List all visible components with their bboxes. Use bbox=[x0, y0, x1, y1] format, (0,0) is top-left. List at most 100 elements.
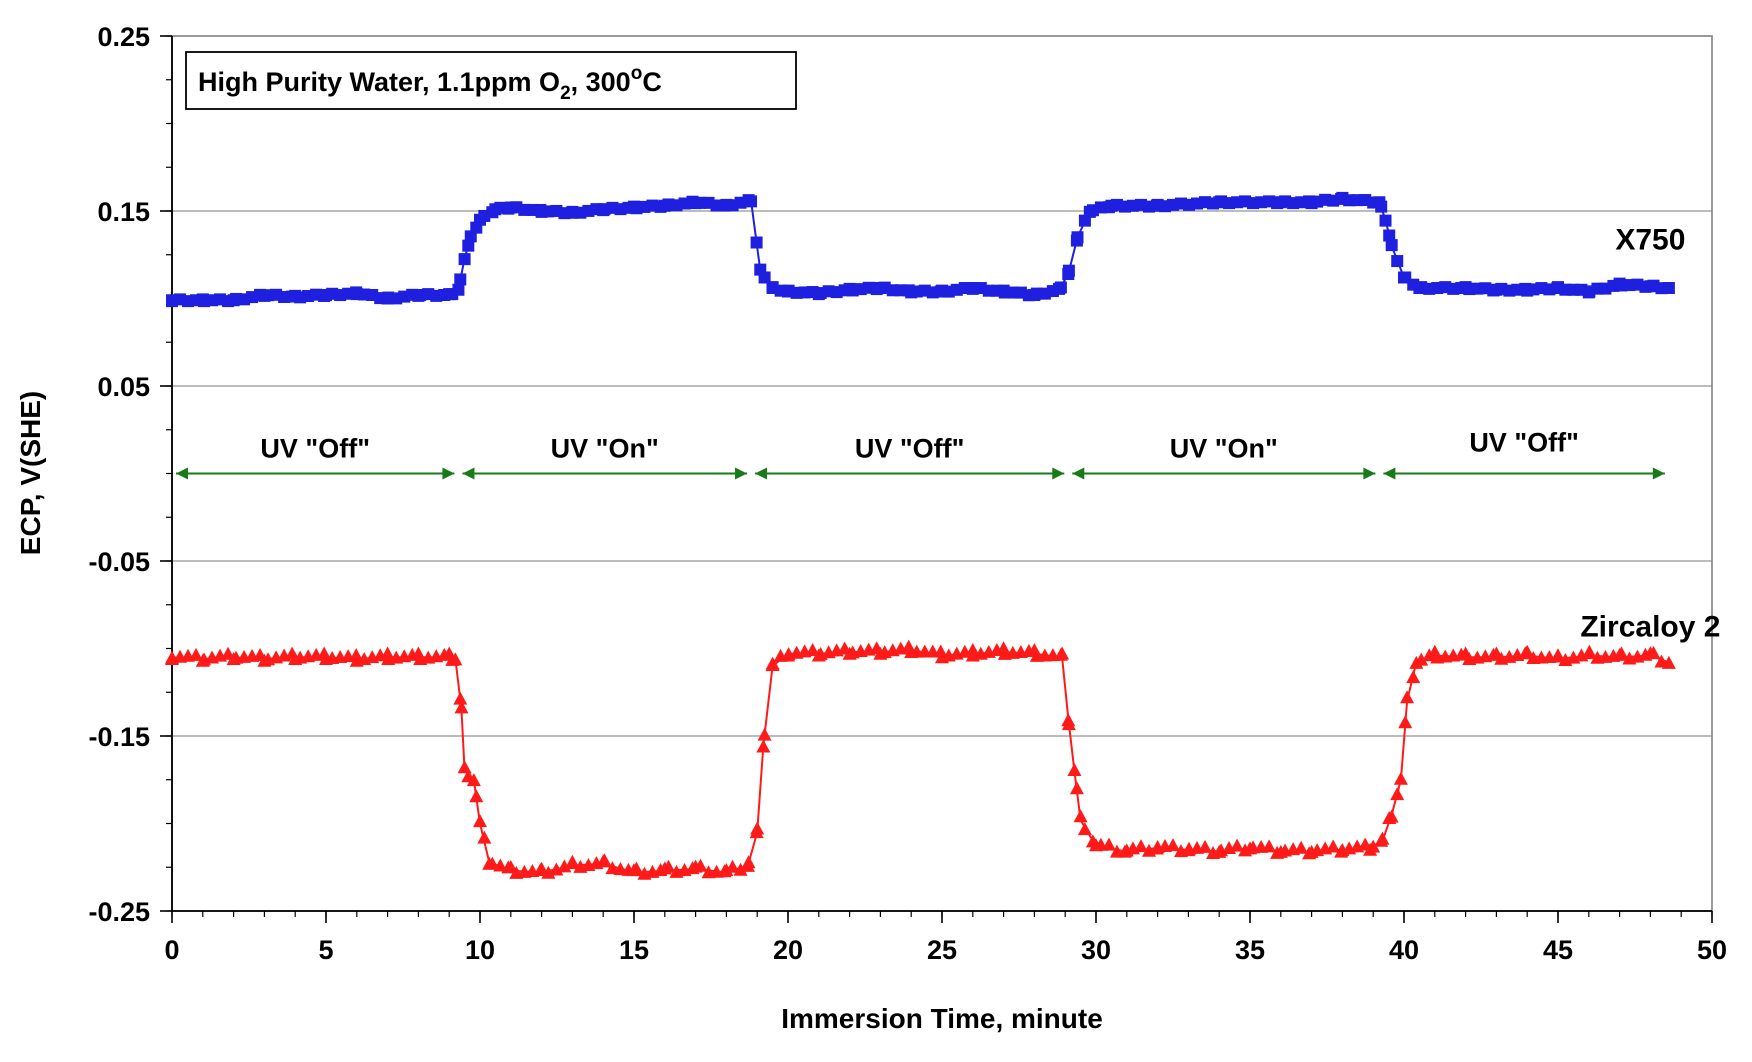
y-axis-title: ECP, V(SHE) bbox=[15, 391, 46, 555]
data-point bbox=[1326, 839, 1341, 853]
data-point bbox=[1379, 214, 1392, 227]
arrowhead-right-icon bbox=[1652, 467, 1665, 480]
data-point bbox=[661, 859, 676, 873]
data-point bbox=[565, 854, 580, 868]
data-point bbox=[996, 641, 1011, 655]
data-point bbox=[750, 821, 765, 835]
arrowhead-right-icon bbox=[1363, 467, 1376, 480]
data-point bbox=[1662, 282, 1675, 294]
data-point bbox=[1614, 646, 1629, 660]
data-point bbox=[933, 644, 948, 658]
uv-phase-3: UV "Off" bbox=[755, 434, 1065, 480]
legend-box-subscript: 2 bbox=[560, 83, 571, 104]
data-point bbox=[454, 700, 469, 714]
data-point bbox=[1073, 809, 1088, 823]
x-tick-label: 15 bbox=[619, 935, 649, 965]
data-point bbox=[1366, 839, 1381, 853]
data-point bbox=[462, 239, 475, 252]
data-point bbox=[485, 856, 500, 870]
series-zircaloy-2: Zircaloy 2 bbox=[165, 610, 1720, 880]
data-point bbox=[466, 773, 481, 787]
y-tick-label: 0.05 bbox=[97, 372, 150, 402]
x-tick-label: 0 bbox=[164, 935, 179, 965]
y-tick-label: -0.05 bbox=[88, 547, 150, 577]
arrowhead-left-icon bbox=[176, 467, 188, 480]
x-tick-label: 30 bbox=[1081, 935, 1111, 965]
data-point bbox=[756, 739, 771, 753]
data-point bbox=[1166, 838, 1180, 852]
data-point bbox=[1198, 839, 1213, 853]
uv-phase-1: UV "Off" bbox=[176, 434, 455, 480]
arrowhead-right-icon bbox=[1052, 467, 1065, 480]
data-point bbox=[725, 859, 740, 873]
phase-label: UV "On" bbox=[551, 434, 659, 464]
data-point bbox=[1646, 645, 1661, 659]
data-point bbox=[457, 760, 472, 774]
y-tick-label: 0.15 bbox=[97, 197, 150, 227]
uv-phase-5: UV "Off" bbox=[1383, 428, 1665, 480]
x-tick-label: 25 bbox=[927, 935, 957, 965]
series-label: X750 bbox=[1615, 224, 1685, 257]
series-label: Zircaloy 2 bbox=[1580, 610, 1720, 643]
arrowhead-left-icon bbox=[1383, 467, 1396, 480]
uv-phase-annotations: UV "Off" UV "On" UV "Off" UV "On" UV "Off" bbox=[176, 428, 1665, 480]
data-point bbox=[448, 652, 463, 666]
data-point bbox=[1400, 690, 1415, 704]
data-point bbox=[1383, 229, 1396, 242]
data-point bbox=[741, 855, 756, 869]
data-point bbox=[1422, 648, 1437, 662]
data-series: X750 Zircaloy 2 bbox=[165, 191, 1720, 880]
arrowhead-left-icon bbox=[462, 467, 475, 480]
data-point bbox=[1406, 670, 1421, 684]
data-point bbox=[1582, 644, 1597, 658]
phase-label: UV "Off" bbox=[260, 434, 370, 464]
y-tick-label: -0.25 bbox=[88, 897, 150, 927]
data-point bbox=[477, 830, 492, 844]
data-point bbox=[1385, 239, 1398, 252]
data-point bbox=[1077, 822, 1092, 836]
phase-label: UV "Off" bbox=[1469, 428, 1579, 458]
data-point bbox=[597, 853, 612, 867]
arrowhead-left-icon bbox=[1072, 467, 1085, 480]
arrowhead-left-icon bbox=[755, 467, 768, 480]
uv-phase-2: UV "On" bbox=[462, 434, 748, 480]
data-point bbox=[349, 648, 364, 662]
axis-ticks: 0.25 0.15 0.05 -0.05 -0.15 -0.25 0 5 10 15 20 25 30 3… bbox=[88, 22, 1727, 965]
data-point bbox=[805, 642, 820, 656]
condition-legend-box: High Purity Water, 1.1ppm O2, 300oC bbox=[185, 51, 797, 110]
data-point bbox=[1391, 255, 1404, 268]
data-point bbox=[1390, 787, 1405, 801]
data-point bbox=[458, 253, 471, 266]
data-point bbox=[452, 283, 465, 296]
data-point bbox=[534, 861, 549, 875]
legend-box-text-mid: , 300 bbox=[571, 67, 631, 97]
data-point bbox=[629, 861, 644, 875]
data-point bbox=[1375, 200, 1388, 213]
data-point bbox=[1398, 715, 1413, 729]
x-tick-label: 45 bbox=[1543, 935, 1573, 965]
arrowhead-right-icon bbox=[735, 467, 748, 480]
data-point bbox=[1393, 771, 1408, 785]
data-point bbox=[1262, 839, 1277, 853]
data-point bbox=[1055, 646, 1070, 660]
data-point bbox=[1062, 264, 1075, 277]
x-axis-title: Immersion Time, minute bbox=[781, 1003, 1103, 1034]
data-point bbox=[380, 646, 395, 660]
data-point bbox=[1054, 281, 1067, 294]
phase-label: UV "On" bbox=[1170, 434, 1278, 464]
x-tick-label: 35 bbox=[1235, 935, 1265, 965]
series-line bbox=[171, 649, 1670, 874]
data-point bbox=[1661, 655, 1676, 669]
legend-box-text-main: High Purity Water, 1.1ppm O bbox=[198, 67, 560, 97]
x-tick-label: 20 bbox=[773, 935, 803, 965]
data-point bbox=[189, 647, 204, 661]
uv-phase-4: UV "On" bbox=[1072, 434, 1376, 480]
x-tick-label: 50 bbox=[1697, 935, 1727, 965]
data-point bbox=[1061, 717, 1076, 731]
data-point bbox=[765, 656, 780, 670]
data-point bbox=[750, 236, 763, 249]
data-point bbox=[719, 863, 734, 877]
data-point bbox=[1551, 648, 1565, 662]
